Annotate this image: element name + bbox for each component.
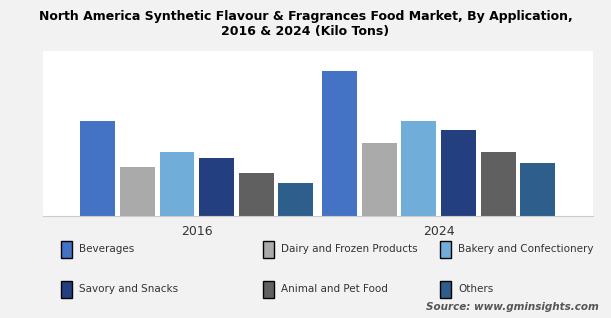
Text: Others: Others [458,284,494,294]
Bar [362,143,397,216]
Text: Bakery and Confectionery: Bakery and Confectionery [458,244,594,254]
Text: North America Synthetic Flavour & Fragrances Food Market, By Application,
2016 &: North America Synthetic Flavour & Fragra… [38,10,573,38]
Text: Source: www.gminsights.com: Source: www.gminsights.com [426,302,599,312]
Text: Savory and Snacks: Savory and Snacks [79,284,178,294]
FancyBboxPatch shape [263,241,274,258]
Bar [401,121,436,216]
Bar [199,158,234,216]
Bar [120,167,155,216]
FancyBboxPatch shape [440,281,451,298]
Text: Dairy and Frozen Products: Dairy and Frozen Products [281,244,418,254]
Bar [481,152,516,216]
FancyBboxPatch shape [61,241,72,258]
FancyBboxPatch shape [263,281,274,298]
Text: Animal and Pet Food: Animal and Pet Food [281,284,388,294]
FancyBboxPatch shape [61,281,72,298]
Bar [278,183,313,216]
Bar [441,130,476,216]
Bar [322,71,357,216]
Bar [520,162,555,216]
Text: Beverages: Beverages [79,244,134,254]
Bar [239,173,274,216]
Bar [80,121,115,216]
Bar [159,152,194,216]
FancyBboxPatch shape [440,241,451,258]
